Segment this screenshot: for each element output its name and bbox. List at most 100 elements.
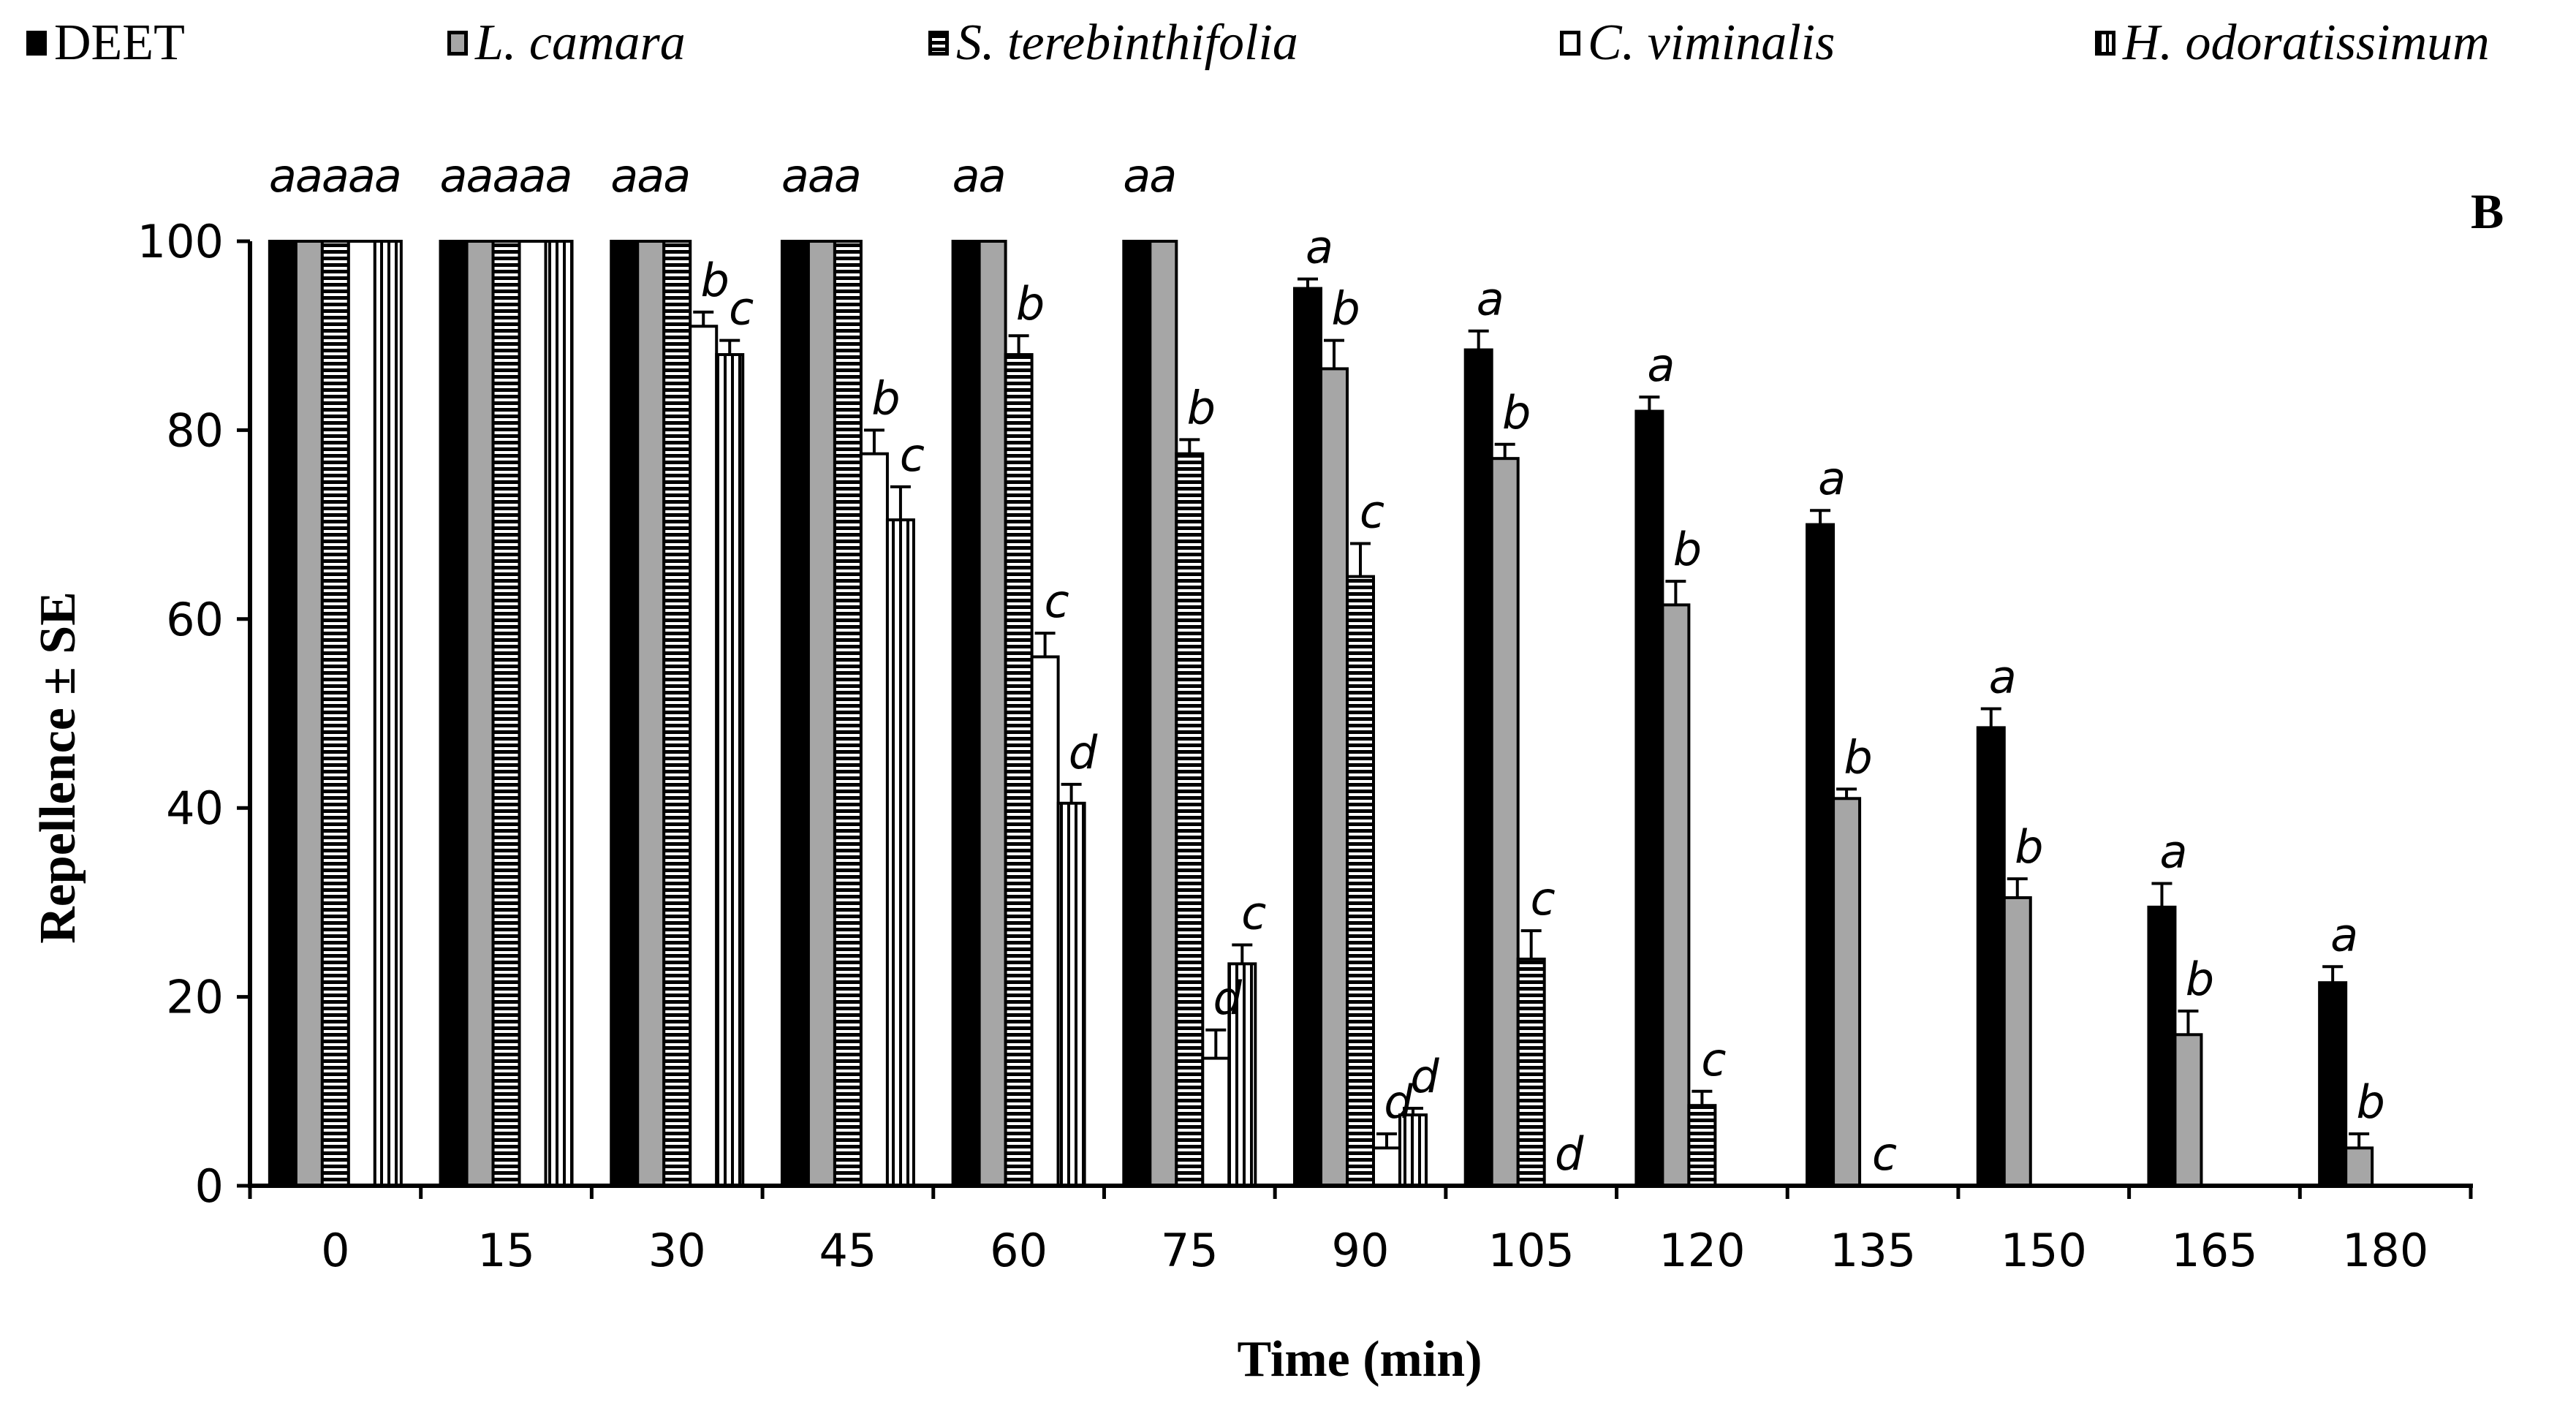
bar (636, 240, 666, 1187)
x-tick-label: 90 (1332, 1224, 1390, 1277)
bar (1319, 367, 1349, 1187)
axes-layer (237, 239, 2473, 1199)
x-tick-label: 75 (1161, 1224, 1219, 1277)
bar (1490, 457, 1520, 1187)
bar (610, 240, 640, 1187)
significance-letter: a (637, 149, 664, 203)
significance-letter: d (1069, 726, 1098, 779)
legend-item-s-terebinthifolia: S. terebinthifolia (928, 10, 1298, 76)
significance-letter: c (729, 282, 754, 336)
significance-letter: c (1360, 485, 1384, 538)
bar (951, 240, 981, 1187)
legend-item-l-camara: L. camara (447, 10, 686, 76)
significance-letter: a (1306, 221, 1333, 274)
significance-letter: d (1410, 1050, 1439, 1103)
bar (1687, 1104, 1717, 1188)
bar (689, 325, 719, 1187)
significance-letter: a (1818, 452, 1846, 505)
significance-letter: b (2356, 1075, 2384, 1129)
significance-letter: a (808, 149, 836, 203)
legend: DEET L. camara S. terebinthifolia C. vim… (0, 10, 2576, 76)
x-tick-label: 45 (819, 1224, 876, 1277)
bar (2344, 1146, 2374, 1187)
y-tick-label: 60 (166, 593, 224, 646)
x-tick-label: 105 (1488, 1224, 1575, 1277)
x-tick-label: 15 (477, 1224, 535, 1277)
significance-letter: c (1241, 887, 1266, 940)
bar (1201, 1056, 1231, 1187)
legend-label-s-terebinthifolia: S. terebinthifolia (956, 15, 1298, 71)
bar (833, 240, 863, 1187)
significance-letter: d (1555, 1127, 1584, 1181)
bar (1148, 240, 1178, 1187)
bar (2173, 1033, 2203, 1188)
significance-letter: a (348, 149, 376, 203)
significance-letter: a (979, 149, 1007, 203)
significance-letter: a (493, 149, 520, 203)
legend-label-deet: DEET (54, 15, 185, 71)
bar (373, 240, 403, 1187)
x-tick-label: 150 (2001, 1224, 2087, 1277)
bar (1004, 353, 1034, 1187)
bar (465, 240, 495, 1187)
bar (320, 240, 350, 1187)
bar (1122, 240, 1152, 1187)
bar (491, 240, 521, 1187)
significance-letter: a (269, 149, 297, 203)
bar (806, 240, 836, 1187)
x-axis-title: Time (min) (1237, 1331, 1482, 1388)
y-tick-label: 80 (166, 404, 224, 457)
significance-letter: a (374, 149, 402, 203)
bar (2147, 905, 2177, 1187)
significance-letter: a (1477, 273, 1504, 326)
significance-letter: a (440, 149, 468, 203)
significance-letter: a (545, 149, 573, 203)
significance-letter: a (519, 149, 547, 203)
bar (1661, 603, 1691, 1187)
significance-letter: b (1673, 523, 1702, 576)
legend-item-h-odoratissimum: H. odoratissimum (2095, 10, 2490, 76)
bars-layer (268, 240, 2374, 1188)
significance-letter: a (1989, 651, 2017, 704)
bar (1056, 801, 1086, 1187)
bar (544, 240, 574, 1187)
y-tick-label: 100 (137, 215, 224, 268)
legend-swatch-c-viminalis (1560, 31, 1580, 56)
significance-letter: a (466, 149, 494, 203)
bar (1175, 452, 1205, 1187)
significance-letter: b (1502, 386, 1531, 439)
significance-letter: a (1647, 338, 1675, 392)
significance-letter: d (1384, 1075, 1413, 1129)
x-tick-label: 165 (2171, 1224, 2257, 1277)
significance-letter: a (663, 149, 691, 203)
legend-swatch-l-camara (447, 31, 468, 56)
bar (268, 240, 298, 1187)
significance-letter: a (2159, 825, 2187, 879)
significance-letter: b (1016, 277, 1045, 330)
significance-letter: b (1844, 730, 1872, 784)
legend-swatch-deet (26, 31, 47, 56)
bar (780, 240, 810, 1187)
significance-letter: b (2015, 820, 2043, 874)
significance-letter: a (952, 149, 980, 203)
significance-letter: b (1331, 282, 1360, 336)
bar (1346, 575, 1375, 1187)
significance-letter: a (834, 149, 862, 203)
bar (1832, 797, 1862, 1187)
bar (859, 452, 889, 1187)
significance-letter: a (1123, 149, 1151, 203)
x-tick-label: 0 (321, 1224, 349, 1277)
significance-letter: a (610, 149, 638, 203)
significance-letter: b (871, 371, 900, 425)
significance-letter: a (781, 149, 809, 203)
bar (1806, 523, 1836, 1187)
significance-letter: b (2186, 953, 2214, 1006)
bar (2002, 896, 2032, 1187)
legend-swatch-s-terebinthifolia (928, 31, 949, 56)
bar (977, 240, 1007, 1187)
legend-label-l-camara: L. camara (475, 15, 686, 71)
bar (1030, 655, 1060, 1187)
bar (1976, 726, 2006, 1187)
x-tick-label: 30 (648, 1224, 706, 1277)
